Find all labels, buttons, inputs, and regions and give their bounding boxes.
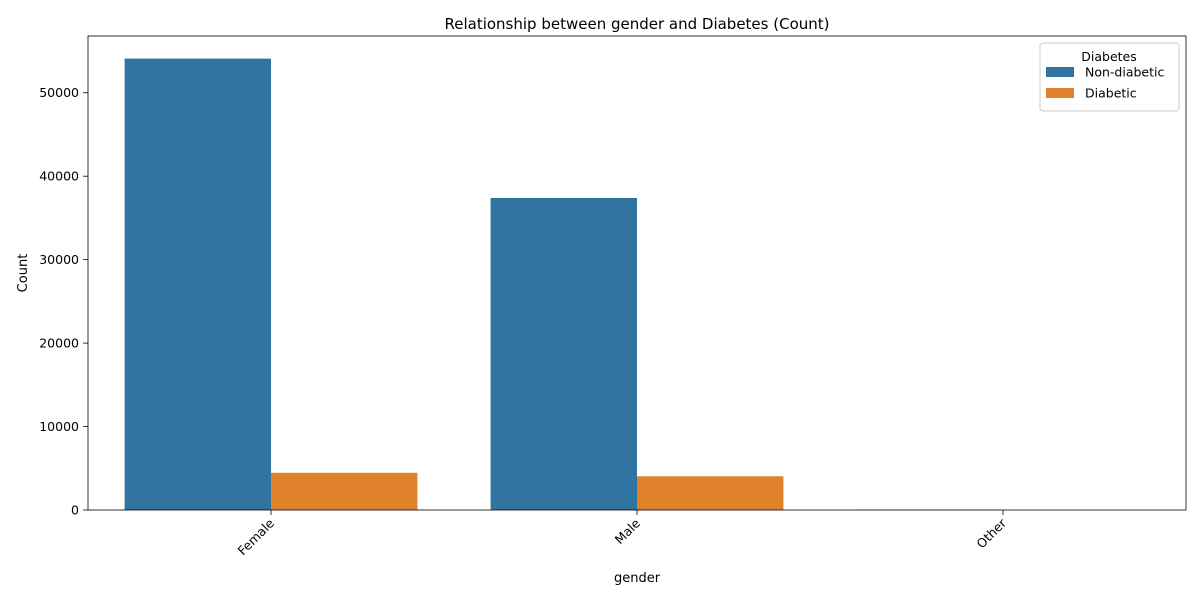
y-tick-label: 10000: [39, 419, 79, 434]
x-tick-label: Male: [612, 515, 644, 547]
legend-swatch-non-diabetic: [1046, 67, 1074, 77]
x-axis-label: gender: [614, 571, 661, 586]
y-tick-label: 20000: [39, 336, 79, 351]
y-axis: 0 10000 20000 30000 40000 50000: [39, 85, 88, 518]
bar-male-diabetic: [637, 476, 784, 510]
bar-female-diabetic: [271, 472, 418, 510]
legend-title: Diabetes: [1081, 49, 1137, 64]
chart-title: Relationship between gender and Diabetes…: [444, 15, 829, 33]
bars-group: [124, 58, 1003, 511]
x-tick-label: Other: [973, 515, 1009, 551]
x-axis: Female Male Other: [235, 510, 1010, 558]
plot-frame: [87, 35, 1187, 511]
y-tick-label: 40000: [39, 169, 79, 184]
bar-male-non-diabetic: [490, 197, 637, 510]
legend-label: Non-diabetic: [1085, 65, 1164, 80]
legend-label: Diabetic: [1085, 86, 1137, 101]
y-axis-label: Count: [16, 254, 31, 293]
legend-swatch-diabetic: [1046, 88, 1074, 98]
bar-female-non-diabetic: [124, 58, 271, 511]
y-tick-label: 0: [71, 503, 79, 518]
x-tick-label: Female: [235, 515, 278, 558]
y-tick-label: 30000: [39, 252, 79, 267]
legend-frame: [1039, 42, 1180, 112]
legend: Diabetes Non-diabetic Diabetic: [1039, 42, 1180, 112]
y-tick-label: 50000: [39, 85, 79, 100]
